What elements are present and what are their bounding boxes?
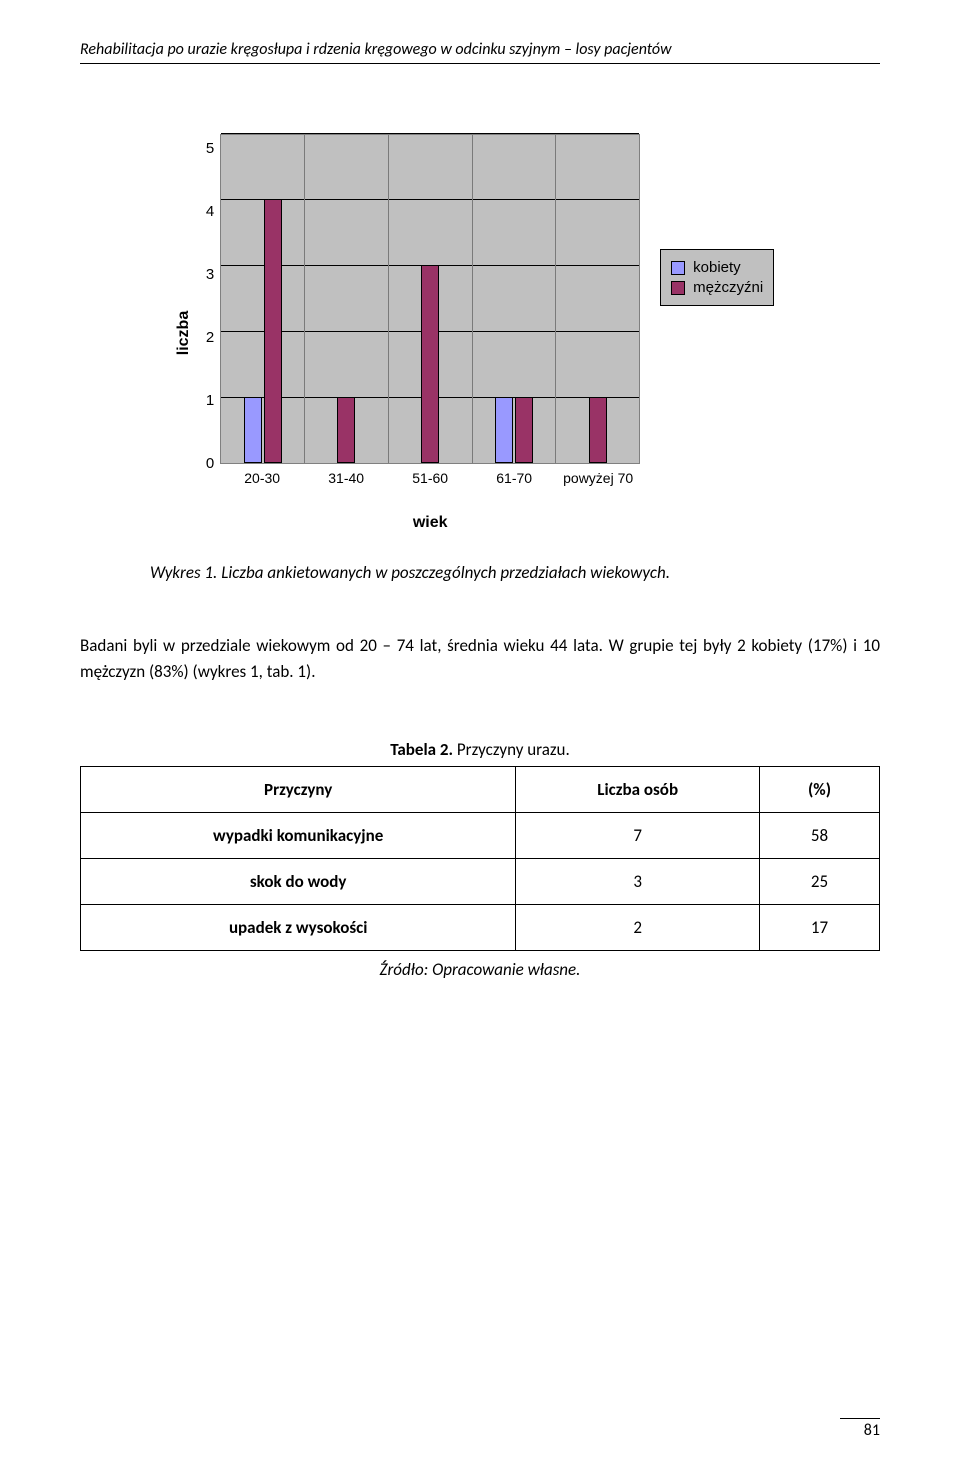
bars-area: [221, 135, 639, 463]
bar: [337, 397, 355, 463]
legend-label: kobiety: [693, 259, 741, 276]
table-caption: Tabela 2. Przyczyny urazu.: [80, 739, 880, 760]
chart-area: liczba 543210 20-3031-4051-6061-70powyże…: [206, 134, 640, 532]
category-group: [556, 135, 639, 463]
table-caption-bold: Tabela 2.: [390, 739, 453, 760]
data-table: PrzyczynyLiczba osób(%) wypadki komunika…: [80, 766, 880, 951]
table-value-cell: 58: [760, 813, 880, 859]
table-value-cell: 17: [760, 905, 880, 951]
legend-item: kobiety: [671, 259, 763, 276]
x-tick-label: 31-40: [304, 464, 388, 486]
table-header-cell: (%): [760, 767, 880, 813]
table-source: Źródło: Opracowanie własne.: [80, 959, 880, 980]
table-caption-rest: Przyczyny urazu.: [453, 739, 570, 760]
table-row: wypadki komunikacyjne758: [81, 813, 880, 859]
y-tick-label: 4: [206, 204, 214, 219]
category-group: [473, 135, 557, 463]
page-number: 81: [840, 1418, 880, 1440]
y-tick-label: 5: [206, 141, 214, 156]
gridline: [221, 133, 639, 134]
y-tick-label: 3: [206, 267, 214, 282]
table-label-cell: skok do wody: [81, 859, 516, 905]
chart-plot: [220, 134, 640, 464]
table-label-cell: wypadki komunikacyjne: [81, 813, 516, 859]
x-tick-label: 51-60: [388, 464, 472, 486]
table-value-cell: 2: [516, 905, 760, 951]
x-axis-label: wiek: [220, 514, 640, 532]
x-tick-label: 20-30: [220, 464, 304, 486]
category-group: [305, 135, 389, 463]
x-ticks: 20-3031-4051-6061-70powyżej 70: [220, 464, 640, 486]
y-ticks: 543210: [206, 134, 214, 464]
bar: [244, 397, 262, 463]
body-paragraph: Badani byli w przedziale wiekowym od 20 …: [80, 633, 880, 684]
chart-caption: Wykres 1. Liczba ankietowanych w poszcze…: [150, 562, 880, 583]
chart-container: liczba 5 4 3 2 1 0 20-3031-4051-6061-70powyże…: [100, 134, 880, 532]
y-tick-label: 2: [206, 330, 214, 345]
bar: [495, 397, 513, 463]
category-group: [389, 135, 473, 463]
bar: [589, 397, 607, 463]
x-tick-label: powyżej 70: [556, 464, 640, 486]
bar: [421, 265, 439, 463]
chart-legend: kobiety mężczyźni: [660, 249, 774, 306]
bar: [515, 397, 533, 463]
table-label-cell: upadek z wysokości: [81, 905, 516, 951]
page-header-title: Rehabilitacja po urazie kręgosłupa i rdz…: [80, 40, 880, 64]
table-row: upadek z wysokości217: [81, 905, 880, 951]
bar: [264, 199, 282, 463]
legend-item: mężczyźni: [671, 279, 763, 296]
legend-swatch: [671, 281, 685, 295]
table-value-cell: 3: [516, 859, 760, 905]
legend-label: mężczyźni: [693, 279, 763, 296]
y-axis-label: liczba: [175, 311, 193, 355]
table-header-cell: Liczba osób: [516, 767, 760, 813]
legend-swatch: [671, 261, 685, 275]
y-tick-label: 0: [206, 456, 214, 471]
y-tick-label: 1: [206, 393, 214, 408]
category-group: [221, 135, 305, 463]
table-value-cell: 25: [760, 859, 880, 905]
table-value-cell: 7: [516, 813, 760, 859]
x-tick-label: 61-70: [472, 464, 556, 486]
table-row: skok do wody325: [81, 859, 880, 905]
table-header-cell: Przyczyny: [81, 767, 516, 813]
